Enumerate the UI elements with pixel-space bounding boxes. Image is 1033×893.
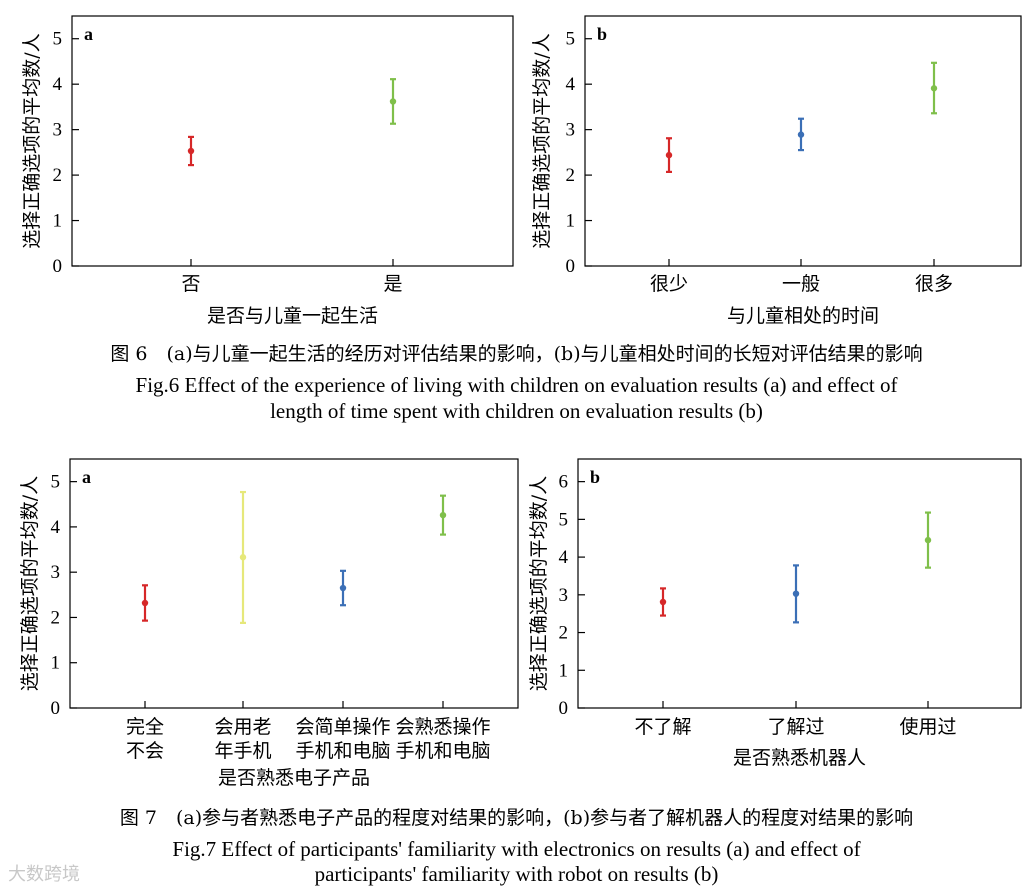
mean-point xyxy=(141,599,149,607)
y-tick-label: 0 xyxy=(51,698,61,719)
mean-point xyxy=(187,147,195,155)
x-tick-label: 使用过 xyxy=(899,716,956,738)
figure6-caption-cn: 图 6 (a)与儿童一起生活的经历对评估结果的影响，(b)与儿童相处时间的长短对… xyxy=(110,343,923,365)
y-axis-label: 选择正确选项的平均数/人 xyxy=(531,33,553,248)
y-tick-label: 4 xyxy=(51,517,61,538)
y-tick-label: 5 xyxy=(53,29,63,50)
y-tick-label: 4 xyxy=(53,74,63,95)
y-tick-label: 3 xyxy=(559,585,569,606)
mean-point xyxy=(339,584,347,592)
y-tick-label: 5 xyxy=(51,472,61,493)
x-tick-label: 了解过 xyxy=(767,716,824,738)
x-tick-label: 会用老年手机 xyxy=(214,716,271,762)
x-tick-label-line: 否 xyxy=(181,273,200,295)
mean-point xyxy=(665,151,673,159)
plot-frame xyxy=(584,15,1022,267)
y-tick-label: 1 xyxy=(53,211,63,232)
mean-point xyxy=(797,131,805,138)
y-tick-label: 4 xyxy=(566,74,576,95)
y-tick-label: 2 xyxy=(559,623,569,644)
x-tick-label-line: 手机和电脑 xyxy=(395,740,490,762)
x-tick-label-line: 年手机 xyxy=(214,740,271,762)
y-tick-label: 1 xyxy=(559,660,569,681)
x-tick-label-line: 手机和电脑 xyxy=(295,740,390,762)
chart-panel-fig7-a: 012345完全不会会用老年手机会简单操作手机和电脑会熟悉操作手机和电脑a选择正… xyxy=(19,458,519,789)
figure7-caption-cn: 图 7 (a)参与者熟悉电子产品的程度对结果的影响，(b)参与者了解机器人的程度… xyxy=(119,807,914,829)
x-tick-label: 否 xyxy=(181,273,200,295)
y-axis-label: 选择正确选项的平均数/人 xyxy=(19,476,41,691)
y-axis-label: 选择正确选项的平均数/人 xyxy=(528,476,550,691)
y-axis-label: 选择正确选项的平均数/人 xyxy=(21,33,43,248)
x-axis-label: 是否与儿童一起生活 xyxy=(207,305,378,327)
x-axis-label: 与儿童相处的时间 xyxy=(727,305,879,327)
x-axis-label: 是否熟悉电子产品 xyxy=(218,767,370,789)
y-tick-label: 0 xyxy=(559,698,569,719)
x-tick-label-line: 使用过 xyxy=(899,716,956,738)
x-tick-label-line: 会用老 xyxy=(214,716,271,738)
y-tick-label: 5 xyxy=(559,509,569,530)
x-tick-label: 不了解 xyxy=(634,716,691,738)
panel-letter: a xyxy=(84,24,93,44)
x-tick-label: 很多 xyxy=(915,273,953,295)
y-tick-label: 0 xyxy=(53,256,63,277)
y-tick-label: 5 xyxy=(566,29,576,50)
x-tick-label: 一般 xyxy=(782,273,820,295)
panel-letter: b xyxy=(597,24,607,44)
mean-point xyxy=(792,590,800,597)
y-tick-label: 4 xyxy=(559,547,569,568)
plot-frame xyxy=(577,458,1022,709)
x-tick-label-line: 会简单操作 xyxy=(295,716,390,738)
panel-letter: a xyxy=(82,467,91,487)
y-tick-label: 3 xyxy=(51,562,61,583)
y-tick-label: 0 xyxy=(566,256,576,277)
x-tick-label-line: 一般 xyxy=(782,273,820,295)
x-tick-label-line: 是 xyxy=(383,273,402,295)
watermark-logo: 大数跨境 xyxy=(8,864,80,885)
y-tick-label: 2 xyxy=(53,165,63,186)
mean-point xyxy=(659,598,667,606)
mean-point xyxy=(239,554,247,561)
x-tick-label-line: 会熟悉操作 xyxy=(395,716,490,738)
plot-frame xyxy=(69,458,519,709)
y-tick-label: 3 xyxy=(53,120,63,141)
figure7-caption-en-line1: Fig.7 Effect of participants' familiarit… xyxy=(172,837,861,861)
y-tick-label: 1 xyxy=(566,211,576,232)
x-tick-label-line: 很少 xyxy=(650,273,688,295)
x-tick-label-line: 很多 xyxy=(915,273,953,295)
x-tick-label: 很少 xyxy=(650,273,688,295)
x-axis-label: 是否熟悉机器人 xyxy=(733,747,866,769)
figure6-caption-en-line2: length of time spent with children on ev… xyxy=(270,399,763,423)
mean-point xyxy=(930,85,938,92)
y-tick-label: 2 xyxy=(51,607,61,628)
x-tick-label-line: 不了解 xyxy=(634,716,691,738)
x-tick-label-line: 不会 xyxy=(126,740,164,762)
figure6-caption-en-line1: Fig.6 Effect of the experience of living… xyxy=(135,373,898,397)
panel-letter: b xyxy=(590,467,600,487)
x-tick-label: 会简单操作手机和电脑 xyxy=(295,716,390,762)
plot-frame xyxy=(71,15,514,267)
mean-point xyxy=(439,511,447,519)
y-tick-label: 2 xyxy=(566,165,576,186)
x-tick-label: 完全不会 xyxy=(126,716,164,762)
y-tick-label: 3 xyxy=(566,120,576,141)
figure7-caption-en-line2: participants' familiarity with robot on … xyxy=(314,862,719,886)
x-tick-label: 是 xyxy=(383,273,402,295)
x-tick-label-line: 完全 xyxy=(126,716,164,738)
mean-point xyxy=(389,98,397,105)
y-tick-label: 6 xyxy=(559,472,569,493)
x-tick-label: 会熟悉操作手机和电脑 xyxy=(395,716,490,762)
y-tick-label: 1 xyxy=(51,653,61,674)
x-tick-label-line: 了解过 xyxy=(767,716,824,738)
mean-point xyxy=(924,536,932,544)
